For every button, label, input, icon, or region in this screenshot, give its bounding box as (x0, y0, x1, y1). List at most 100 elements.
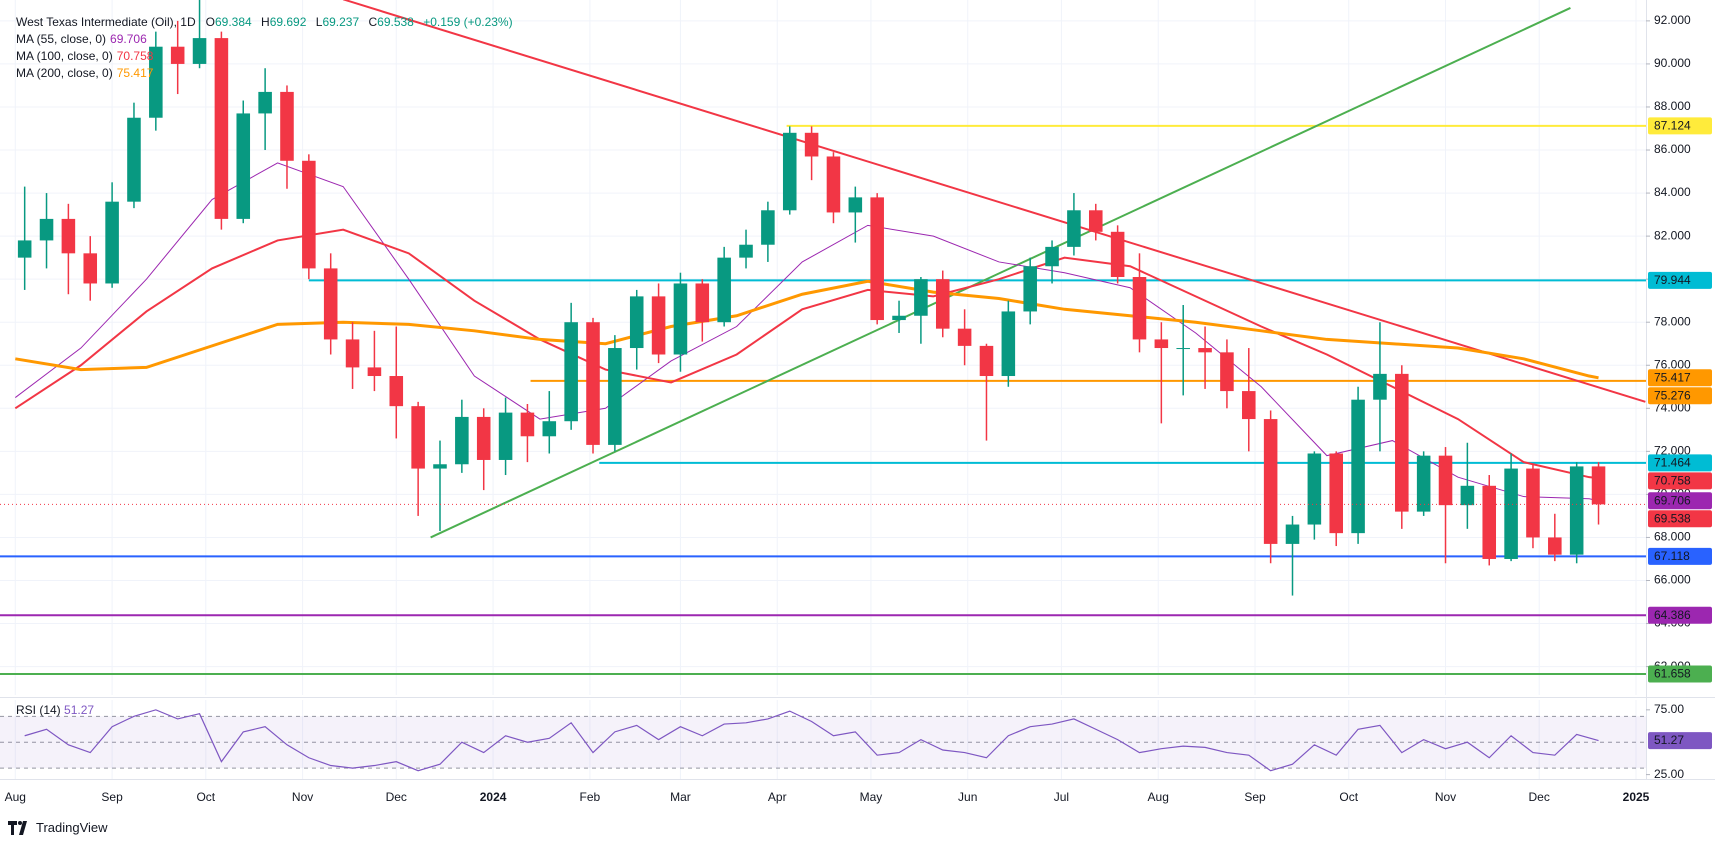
price-box-label: 69.706 (1654, 493, 1691, 507)
price-box (1648, 492, 1712, 510)
ma-value: 70.758 (116, 49, 154, 63)
candle-body (1110, 231, 1125, 278)
rsi-line (24, 709, 1599, 772)
candle-body (564, 322, 578, 422)
price-box-label: 64.386 (1654, 608, 1691, 622)
price-box-label: 67.118 (1654, 549, 1690, 563)
candle-body (170, 46, 185, 64)
candle-body (389, 376, 404, 407)
candle-body (1088, 210, 1103, 232)
x-tick-label: Sep (1244, 790, 1266, 804)
ma-legend: MA (200, close, 0) 75.417 (16, 65, 519, 82)
x-tick-label: Sep (101, 790, 123, 804)
ma-name: MA (100, close, 0) (16, 49, 113, 63)
candle-body (979, 345, 994, 377)
price-box (1648, 117, 1712, 135)
candle-body (1285, 524, 1300, 544)
price-box (1648, 271, 1712, 289)
ma-legend: MA (55, close, 0) 69.706 (16, 31, 519, 48)
candle-body (957, 328, 972, 346)
title-row: West Texas Intermediate (Oil), 1D O69.38… (16, 14, 519, 31)
price-box-label: 69.538 (1654, 511, 1691, 525)
candle-body (1198, 348, 1212, 353)
ohlc-label: O (205, 15, 215, 29)
candle-body (1329, 453, 1343, 534)
candle-body (258, 91, 272, 114)
x-tick-label: Oct (1339, 790, 1358, 804)
price-box (1648, 454, 1712, 472)
ohlc-value: 69.237 (322, 15, 360, 29)
candle-body (1591, 466, 1606, 505)
candle-body (1263, 419, 1278, 544)
ohlc-value: 69.538 (377, 15, 414, 29)
price-box (1648, 547, 1712, 565)
x-tick-label: Dec (386, 790, 407, 804)
price-box (1648, 732, 1712, 750)
candle-body (455, 416, 469, 465)
candle-body (761, 210, 775, 245)
y-tick-label: 75.00 (1654, 702, 1684, 716)
candle-body (1460, 485, 1475, 506)
candle-body (498, 412, 513, 460)
ohlc-value: 69.692 (269, 15, 307, 29)
candle-body (149, 46, 163, 118)
candle-body (695, 283, 710, 323)
candle-body (608, 348, 622, 445)
candle-body (39, 218, 54, 241)
x-tick-label: 2025 (1623, 790, 1650, 804)
candle-body (1067, 210, 1081, 247)
candle-body (1154, 339, 1169, 349)
y-tick-label: 82.000 (1654, 228, 1691, 242)
price-box-label: 61.658 (1654, 667, 1691, 681)
y-tick-label: 25.00 (1654, 767, 1684, 781)
x-tick-label: Feb (580, 790, 601, 804)
candle-body (1220, 352, 1234, 392)
candle-body (1242, 391, 1256, 420)
ohlc-value: 69.384 (214, 15, 252, 29)
trendline (430, 7, 1571, 539)
price-box-label: 87.124 (1654, 118, 1691, 132)
candle-body (1395, 373, 1409, 512)
candle-body (629, 296, 644, 349)
candle-body (236, 113, 251, 219)
y-tick-label: 90.000 (1654, 56, 1691, 70)
candle-body (673, 283, 688, 355)
rsi-pane (0, 709, 1646, 772)
candle-body (105, 201, 119, 284)
rsi-value: 51.27 (64, 703, 95, 717)
candle-body (411, 406, 425, 469)
y-tick-label: 68.000 (1654, 530, 1691, 544)
candle-body (1373, 373, 1387, 400)
x-tick-label: Apr (768, 790, 787, 804)
x-tick-label: May (860, 790, 883, 804)
rsi-band-fill (0, 716, 1646, 769)
price-box (1648, 472, 1712, 490)
y-tick-label: 86.000 (1654, 142, 1691, 156)
price-box (1648, 369, 1712, 387)
candle-body (848, 197, 863, 213)
price-box (1648, 665, 1712, 683)
candle-body (1526, 468, 1540, 538)
candle-body (83, 253, 98, 284)
candle-body (192, 38, 207, 64)
candle-body (367, 367, 382, 377)
candle-body (892, 315, 906, 321)
moving-average (15, 279, 1599, 380)
candle-body (280, 91, 294, 161)
x-tick-label: Jul (1054, 790, 1069, 804)
x-tick-label: Mar (670, 790, 691, 804)
candle-body (520, 412, 535, 437)
candle-body (1023, 266, 1037, 312)
y-tick-label: 72.000 (1654, 444, 1691, 458)
price-box-label: 79.944 (1654, 273, 1691, 287)
legend: West Texas Intermediate (Oil), 1D O69.38… (16, 14, 519, 82)
x-tick-label: Dec (1529, 790, 1550, 804)
y-tick-label: 88.000 (1654, 99, 1691, 113)
ma-name: MA (55, close, 0) (16, 32, 107, 46)
y-tick-label: 92.000 (1654, 13, 1691, 27)
candle-body (433, 464, 447, 469)
footer: TradingView (8, 820, 108, 835)
ohlc-label: H (261, 15, 270, 29)
